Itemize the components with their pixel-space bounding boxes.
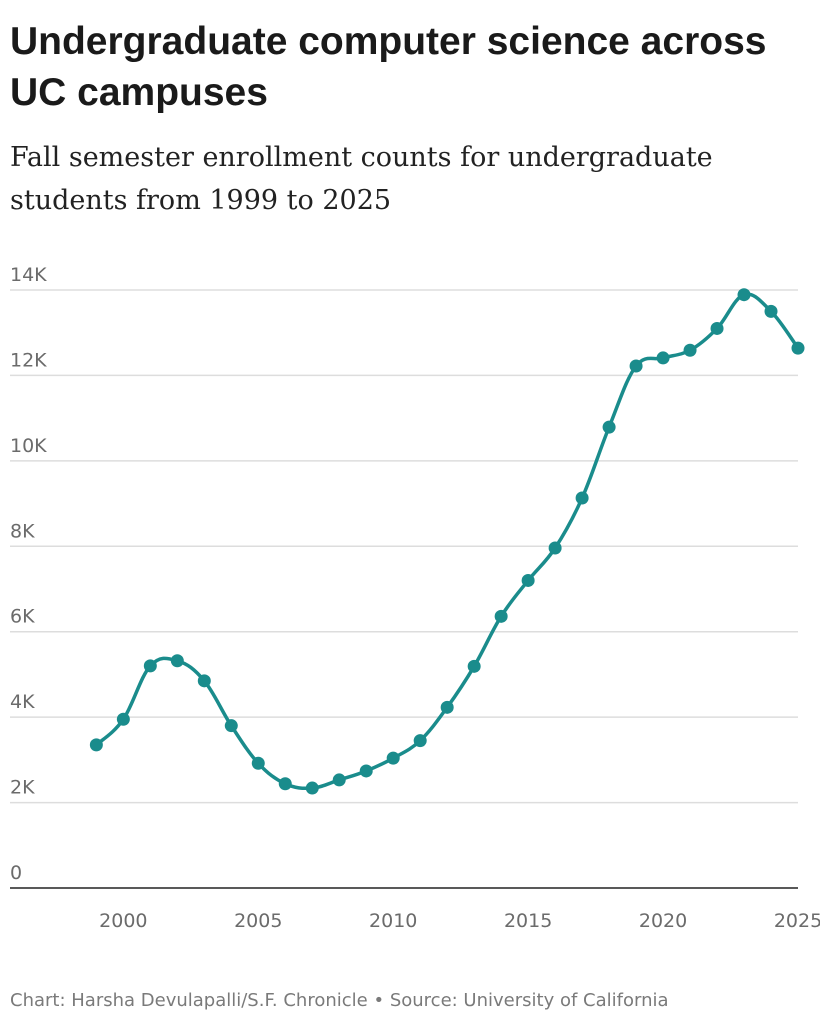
series-line xyxy=(95,292,800,791)
data-point xyxy=(278,777,292,791)
chart-source-line: Chart: Harsha Devulapalli/S.F. Chronicle… xyxy=(10,990,810,1011)
x-tick-label: 2020 xyxy=(639,910,687,932)
data-point xyxy=(791,341,805,355)
x-tick-label: 2005 xyxy=(234,910,282,932)
y-tick-label: 12K xyxy=(10,349,47,371)
x-tick-label: 2010 xyxy=(369,910,417,932)
y-tick-label: 8K xyxy=(10,520,35,542)
data-point xyxy=(224,719,238,733)
y-tick-label: 14K xyxy=(10,264,47,286)
y-tick-label: 10K xyxy=(10,435,47,457)
data-point xyxy=(89,738,103,752)
data-point xyxy=(197,674,211,688)
data-point xyxy=(737,288,751,302)
data-point xyxy=(251,756,265,770)
data-point xyxy=(143,659,157,673)
data-point xyxy=(467,659,481,673)
data-point xyxy=(764,304,778,318)
data-point xyxy=(575,491,589,505)
y-tick-label: 2K xyxy=(10,777,35,799)
y-tick-label: 0 xyxy=(10,862,22,884)
source-separator: • xyxy=(373,990,385,1011)
x-tick-label: 2015 xyxy=(504,910,552,932)
data-point xyxy=(440,700,454,714)
data-points xyxy=(89,288,805,795)
data-point xyxy=(656,351,670,365)
chart-title: Undergraduate computer science across UC… xyxy=(10,20,767,114)
data-point xyxy=(359,764,373,778)
data-point xyxy=(386,751,400,765)
data-point xyxy=(494,609,508,623)
y-axis-tick-labels: 0 2K 4K 6K 8K 10K 12K 14K xyxy=(10,264,47,884)
data-point xyxy=(170,654,184,668)
data-point xyxy=(521,573,535,587)
gridlines xyxy=(10,289,798,804)
chart-source: Source: University of California xyxy=(389,990,669,1011)
data-point xyxy=(602,420,616,434)
data-point xyxy=(710,321,724,335)
y-tick-label: 4K xyxy=(10,691,35,713)
x-tick-label: 2025 xyxy=(774,910,820,932)
data-point xyxy=(332,773,346,787)
x-axis-tick-labels: 2000 2005 2010 2015 2020 2025 xyxy=(99,910,820,932)
chart-subtitle: Fall semester enrollment counts for unde… xyxy=(10,142,713,216)
data-point xyxy=(683,343,697,357)
data-point xyxy=(413,734,427,748)
y-tick-label: 6K xyxy=(10,606,35,628)
data-point xyxy=(548,541,562,555)
data-point xyxy=(629,359,643,373)
chart-credit: Chart: Harsha Devulapalli/S.F. Chronicle xyxy=(10,990,368,1011)
data-point xyxy=(305,781,319,795)
x-tick-label: 2000 xyxy=(99,910,147,932)
data-point xyxy=(116,712,130,726)
